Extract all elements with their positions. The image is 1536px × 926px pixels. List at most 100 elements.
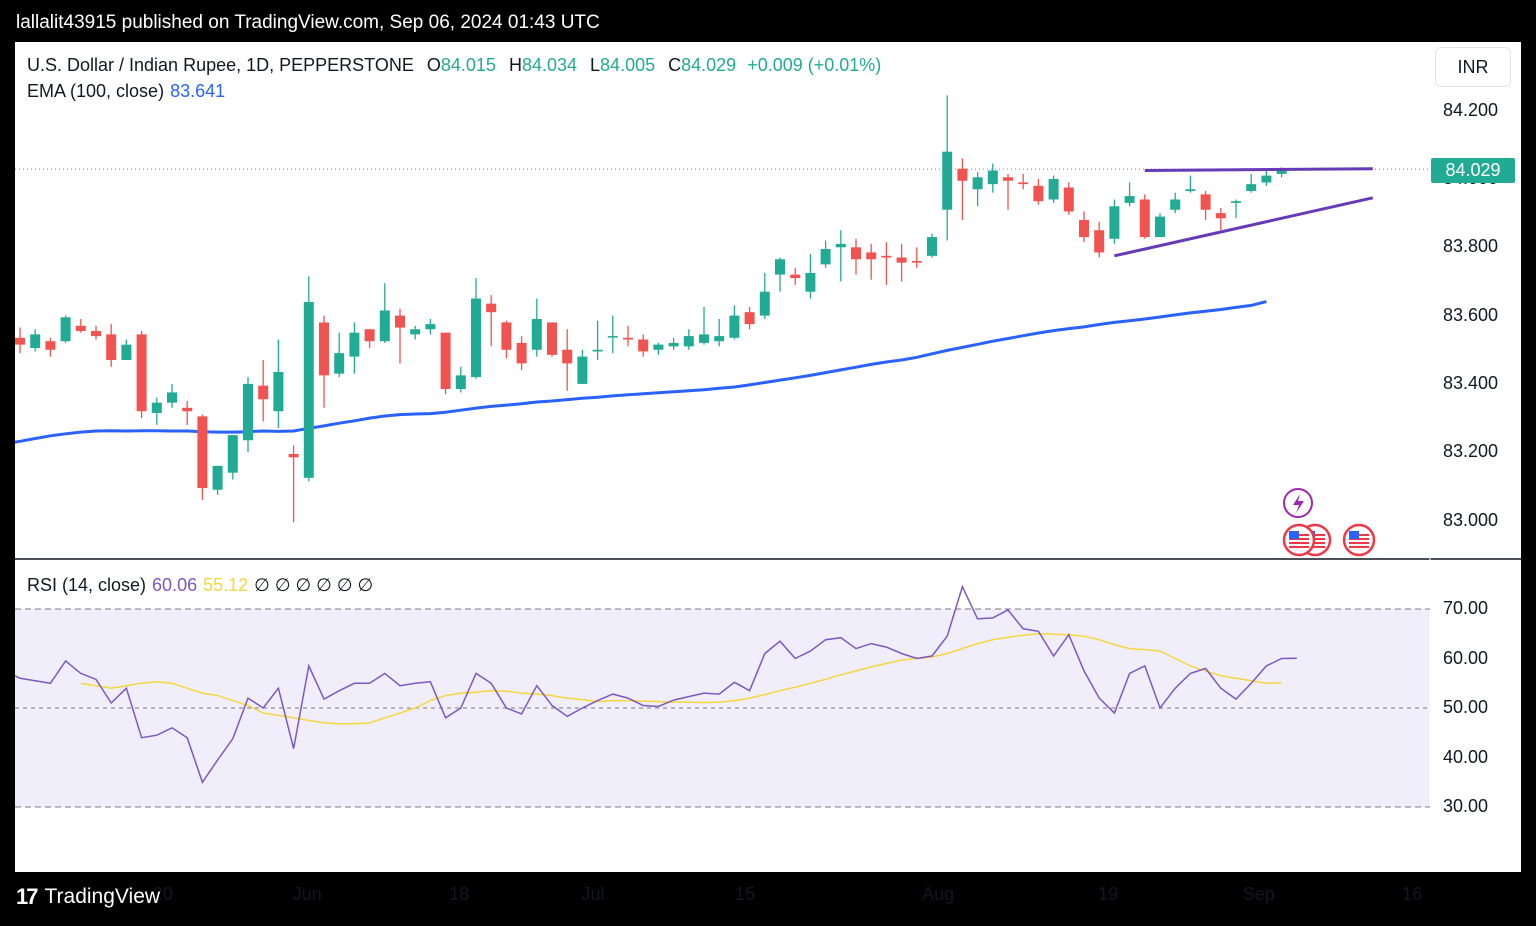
candle [835,230,846,282]
candle-body [1033,185,1044,202]
candle [729,305,740,340]
chart-panel[interactable]: U.S. Dollar / Indian Rupee, 1D, PEPPERST… [15,42,1521,904]
candle-body [942,151,953,210]
time-axis-label: Aug [922,884,955,904]
chart-canvas[interactable] [15,42,1521,872]
candle [364,329,375,349]
candle [486,295,497,347]
candle-body [243,383,253,441]
candle [395,308,405,364]
candle-body [592,349,603,352]
rsi-line [15,584,1297,784]
candle [911,247,922,268]
candle [1033,179,1044,205]
candle-body [927,237,937,256]
candle [75,319,86,333]
price-axis-label: 83.000 [1443,509,1499,530]
candle-body [501,322,512,350]
candle [744,307,755,330]
candle [699,307,709,345]
candle-body [471,298,481,378]
candle [151,397,162,425]
flag-stripe [1349,542,1369,544]
candle [227,435,238,480]
candle-body [577,356,588,384]
candle [1231,199,1241,219]
candle [759,272,770,320]
candle-body [349,332,360,357]
time-axis-label: Sep [1242,884,1275,904]
events-layer [1282,488,1376,557]
rsi-axis-label: 50.00 [1443,697,1489,717]
time-axis-label: 19 [1098,884,1119,904]
candle-body [881,255,892,258]
ema-legend: EMA (100, close) 83.641 [27,81,225,102]
candle [440,332,451,395]
candle-body [851,247,861,260]
candle [1139,194,1150,239]
candles-layer [15,95,1287,523]
candle [303,276,314,482]
candle [1048,175,1059,203]
candle [638,334,649,357]
rsi-axis-label: 70.00 [1443,598,1489,618]
candle-body [516,342,527,364]
candle [106,324,117,367]
candle [957,158,968,220]
candle-body [1200,194,1211,210]
candle [334,332,345,378]
candle-body [775,259,785,275]
candle [212,465,223,495]
candle [562,329,573,391]
brand-name: TradingView [44,885,161,908]
candle [288,445,299,523]
symbol-title: U.S. Dollar / Indian Rupee, 1D, PEPPERST… [27,55,414,75]
candle-body [653,344,664,350]
candle-body [759,291,770,316]
candle-body [197,416,208,489]
candle [1155,213,1165,238]
candle [1063,182,1074,215]
trendline-layer [1114,167,1374,258]
candle [45,337,56,357]
candle [471,278,481,379]
close-label: C [668,55,682,75]
time-axis-label: 20 [152,884,173,904]
candle-body [1246,184,1257,191]
candle [805,254,816,299]
candle [1185,175,1196,193]
last-price-tag: 84.029 [1431,158,1515,183]
candle [1246,173,1257,193]
rsi-value: 60.06 [152,575,198,595]
time-axis-label: 15 [735,884,756,904]
candle-body [1109,206,1120,239]
candle [987,163,998,193]
close-value: 84.029 [681,55,737,75]
candle [349,322,360,374]
candle [1170,192,1181,214]
time-axis-label: 18 [449,884,470,904]
high-value: 84.034 [521,55,578,75]
candle [91,325,101,340]
flag-canton [1349,531,1359,539]
candle [1261,168,1272,186]
price-axis-label: 83.600 [1443,304,1499,325]
candle-body [805,272,816,292]
flag-stripe [1289,542,1309,544]
candle [136,330,147,419]
rsi-legend: RSI (14, close) 60.06 55.12 ∅ ∅ ∅ ∅ ∅ ∅ [27,575,373,596]
candle [866,243,877,280]
footer-brand: 17 TradingView [16,884,160,910]
candle-body [440,332,451,390]
rsi-ma-line [80,633,1282,725]
candle-body [379,310,390,342]
currency-button[interactable]: INR [1435,47,1511,87]
candle [258,359,269,422]
candle [623,325,633,347]
candle-body [1003,177,1013,181]
candle-body [531,319,542,350]
candle-body [91,330,101,337]
candle-body [668,342,679,347]
candle-body [623,337,633,340]
candle-body [136,334,147,412]
